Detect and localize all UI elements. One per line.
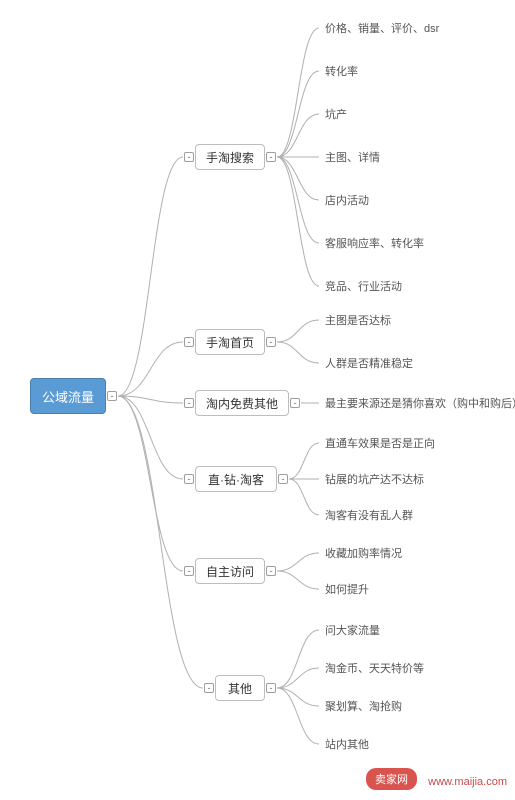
- leaf-node: 问大家流量: [325, 622, 380, 638]
- watermark-badge: 卖家网: [366, 768, 417, 790]
- leaf-node: 聚划算、淘抢购: [325, 698, 402, 714]
- leaf-node: 钻展的坑产达不达标: [325, 471, 424, 487]
- leaf-node: 主图是否达标: [325, 312, 391, 328]
- root-node[interactable]: 公域流量: [30, 378, 106, 414]
- branch-node[interactable]: 其他: [215, 675, 265, 701]
- toggle-icon[interactable]: -: [266, 152, 276, 162]
- toggle-icon[interactable]: -: [184, 152, 194, 162]
- toggle-icon[interactable]: -: [266, 683, 276, 693]
- leaf-node: 淘客有没有乱人群: [325, 507, 413, 523]
- leaf-node: 直通车效果是否是正向: [325, 435, 435, 451]
- leaf-node: 客服响应率、转化率: [325, 235, 424, 251]
- leaf-node: 最主要来源还是猜你喜欢（购中和购后）: [325, 395, 515, 411]
- leaf-node: 淘金币、天天特价等: [325, 660, 424, 676]
- toggle-icon[interactable]: -: [290, 398, 300, 408]
- branch-node[interactable]: 淘内免费其他: [195, 390, 289, 416]
- branch-node[interactable]: 直·钻·淘客: [195, 466, 277, 492]
- leaf-node: 站内其他: [325, 736, 369, 752]
- leaf-node: 竞品、行业活动: [325, 278, 402, 294]
- leaf-node: 价格、销量、评价、dsr: [325, 20, 439, 36]
- toggle-icon[interactable]: -: [107, 391, 117, 401]
- leaf-node: 主图、详情: [325, 149, 380, 165]
- toggle-icon[interactable]: -: [184, 398, 194, 408]
- leaf-node: 店内活动: [325, 192, 369, 208]
- toggle-icon[interactable]: -: [204, 683, 214, 693]
- toggle-icon[interactable]: -: [266, 337, 276, 347]
- leaf-node: 坑产: [325, 106, 347, 122]
- leaf-node: 转化率: [325, 63, 358, 79]
- toggle-icon[interactable]: -: [184, 337, 194, 347]
- branch-node[interactable]: 自主访问: [195, 558, 265, 584]
- leaf-node: 人群是否精准稳定: [325, 355, 413, 371]
- leaf-node: 收藏加购率情况: [325, 545, 402, 561]
- toggle-icon[interactable]: -: [266, 566, 276, 576]
- toggle-icon[interactable]: -: [184, 474, 194, 484]
- branch-node[interactable]: 手淘搜索: [195, 144, 265, 170]
- toggle-icon[interactable]: -: [184, 566, 194, 576]
- watermark-url: www.maijia.com: [428, 776, 507, 788]
- toggle-icon[interactable]: -: [278, 474, 288, 484]
- branch-node[interactable]: 手淘首页: [195, 329, 265, 355]
- leaf-node: 如何提升: [325, 581, 369, 597]
